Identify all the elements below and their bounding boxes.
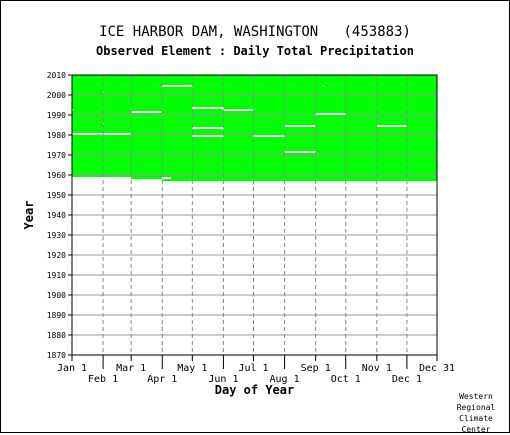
missing-segment (103, 123, 105, 125)
y-tick-label: 1990 (47, 111, 66, 120)
y-tick-label: 1940 (47, 211, 66, 220)
missing-segment (162, 177, 172, 179)
x-tick-label: Jun 1 (208, 374, 238, 385)
chart-subtitle: Observed Element : Daily Total Precipita… (96, 44, 414, 58)
missing-segment (131, 111, 163, 113)
missing-segment (322, 85, 324, 87)
missing-segment (162, 85, 193, 87)
credit-line: Regional (456, 403, 496, 412)
y-tick-label: 1870 (47, 351, 66, 360)
plot-border (71, 74, 438, 356)
coverage-block (72, 75, 437, 179)
chart-title: ICE HARBOR DAM, WASHINGTON (453883) (99, 24, 411, 40)
y-tick-label: 1980 (47, 131, 66, 140)
y-tick-label: 1960 (47, 171, 66, 180)
x-tick-label: Mar 1 (116, 363, 146, 374)
credit-line: Western (459, 392, 493, 401)
y-tick-label: 1900 (47, 291, 66, 300)
missing-segment (223, 109, 254, 111)
missing-segment (376, 125, 407, 127)
y-tick-label: 1950 (47, 191, 66, 200)
missing-segment (192, 127, 224, 129)
missing-segment (72, 109, 74, 111)
missing-segment (315, 113, 346, 115)
missing-segment (284, 151, 316, 153)
y-tick-label: 2010 (47, 71, 66, 80)
missing-segment (72, 133, 132, 135)
missing-segment (253, 135, 285, 137)
x-tick-label: Jan 1 (57, 363, 87, 374)
x-tick-label: Dec 31 (419, 363, 455, 374)
x-tick-label: May 1 (177, 363, 207, 374)
y-tick-label: 1910 (47, 271, 66, 280)
y-tick-label: 1970 (47, 151, 66, 160)
credit-line: Center (461, 425, 491, 434)
x-tick-label: Sep 1 (301, 363, 331, 374)
y-tick-label: 1890 (47, 311, 66, 320)
credit-block: Western Regional Climate Center (446, 391, 506, 435)
missing-segment (192, 107, 224, 109)
x-tick-label: Apr 1 (147, 374, 177, 385)
x-tick-label: Dec 1 (392, 374, 422, 385)
y-tick-label: 1930 (47, 231, 66, 240)
y-tick-label: 1920 (47, 251, 66, 260)
x-tick-label: Oct 1 (331, 374, 361, 385)
credit-line: Climate (459, 414, 493, 423)
missing-segment (72, 177, 132, 179)
x-axis-title: Day of Year (215, 383, 294, 397)
coverage-first-year (162, 179, 437, 181)
x-tick-label: Nov 1 (362, 363, 392, 374)
missing-segment (192, 135, 224, 137)
x-tick-label: Jul 1 (238, 363, 268, 374)
y-axis-title: Year (22, 201, 36, 230)
x-tick-label: Feb 1 (88, 374, 118, 385)
missing-segment (284, 125, 316, 127)
missing-segment (103, 91, 105, 93)
x-tick-label: Aug 1 (270, 374, 300, 385)
y-tick-label: 1880 (47, 331, 66, 340)
y-tick-label: 2000 (47, 91, 66, 100)
